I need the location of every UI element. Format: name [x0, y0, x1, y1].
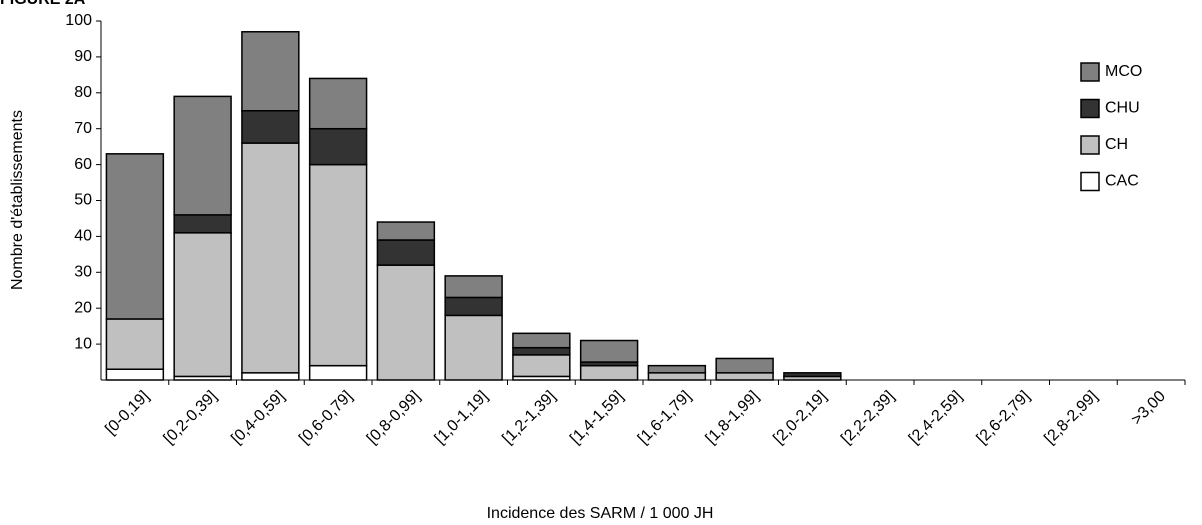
legend-swatch — [1080, 98, 1100, 119]
y-tick-label: 80 — [74, 84, 92, 101]
bar-segment — [783, 372, 842, 378]
legend-label: MCO — [1105, 63, 1142, 80]
bar-segment — [105, 318, 165, 370]
y-tick-label: 100 — [65, 12, 92, 29]
bar-segment — [241, 372, 300, 381]
bar-segment — [308, 163, 368, 367]
x-tick-label: [0,4-0,59] — [228, 388, 288, 448]
bar-segment — [173, 214, 232, 234]
y-axis-label: Nombre d'établissements — [9, 110, 26, 290]
bar-segment — [173, 232, 232, 378]
legend-label: CH — [1105, 136, 1128, 153]
bar-segment — [579, 364, 639, 381]
bar-segment — [579, 339, 639, 363]
y-tick-label: 50 — [74, 192, 92, 209]
bar-segment — [512, 346, 571, 356]
x-tick-label: [0-0,19] — [102, 388, 152, 438]
legend-swatch — [1080, 62, 1100, 82]
x-tick-label: [1,4-1,59] — [567, 388, 627, 448]
x-tick-label: [1,0-1,19] — [432, 388, 492, 448]
bar-segment — [376, 264, 436, 381]
x-tick-label: [2,4-2,59] — [906, 388, 966, 448]
bar-segment — [308, 77, 368, 130]
bar-segment — [444, 296, 503, 317]
y-tick-label: 20 — [74, 299, 92, 316]
bar-segment — [444, 275, 503, 299]
bar-segment — [444, 314, 503, 381]
x-tick-label: [1,2-1,39] — [499, 388, 559, 448]
y-tick-label: 30 — [74, 264, 92, 281]
bar-segment — [105, 368, 165, 381]
x-tick-label: [1,6-1,79] — [635, 388, 695, 448]
legend-label: CAC — [1105, 173, 1139, 190]
x-tick-label: [0,2-0,39] — [161, 388, 221, 448]
x-tick-label: [0,6-0,79] — [296, 388, 356, 448]
x-axis-label: Incidence des SARM / 1 000 JH — [487, 505, 714, 522]
x-tick-label: [2,0-2,19] — [770, 388, 830, 448]
x-tick-label: [2,2-2,39] — [838, 388, 898, 448]
bar-segment — [241, 31, 300, 112]
x-tick-label: >3,00 — [1128, 388, 1169, 429]
bar-segment — [715, 357, 774, 374]
y-tick-label: 70 — [74, 120, 92, 137]
bar-segment — [512, 354, 571, 378]
bar-segment — [241, 110, 300, 144]
bar-segment — [376, 221, 436, 241]
bar-segment — [308, 127, 368, 166]
legend-swatch — [1080, 135, 1100, 155]
bar-segment — [376, 239, 436, 266]
chart-title: FIGURE 2A — [0, 0, 86, 8]
x-tick-label: [2,6-2,79] — [974, 388, 1034, 448]
bar-segment — [308, 364, 368, 381]
y-tick-label: 90 — [74, 48, 92, 65]
y-tick-label: 40 — [74, 228, 92, 245]
bar-segment — [105, 153, 165, 320]
y-tick-label: 10 — [74, 335, 92, 352]
bar-segment — [647, 364, 707, 374]
y-tick-label: 60 — [74, 156, 92, 173]
x-tick-label: [0,8-0,99] — [364, 388, 424, 448]
legend-label: CHU — [1105, 100, 1140, 117]
x-tick-label: [2,8-2,99] — [1041, 388, 1101, 448]
bar-segment — [241, 142, 300, 374]
bar-segment — [647, 372, 707, 381]
bar-segment — [173, 95, 232, 216]
x-tick-label: [1,8-1,99] — [703, 388, 763, 448]
bar-segment — [715, 372, 774, 381]
bar-segment — [512, 332, 571, 349]
legend-swatch — [1080, 171, 1100, 192]
